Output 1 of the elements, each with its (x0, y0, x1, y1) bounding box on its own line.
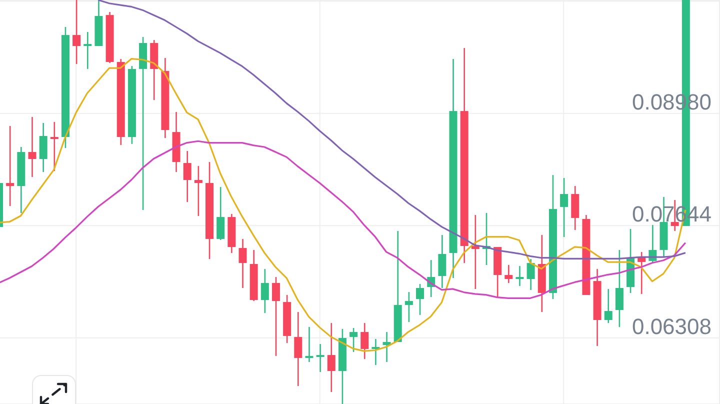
y-tick-label: 0.06308 (631, 314, 711, 339)
